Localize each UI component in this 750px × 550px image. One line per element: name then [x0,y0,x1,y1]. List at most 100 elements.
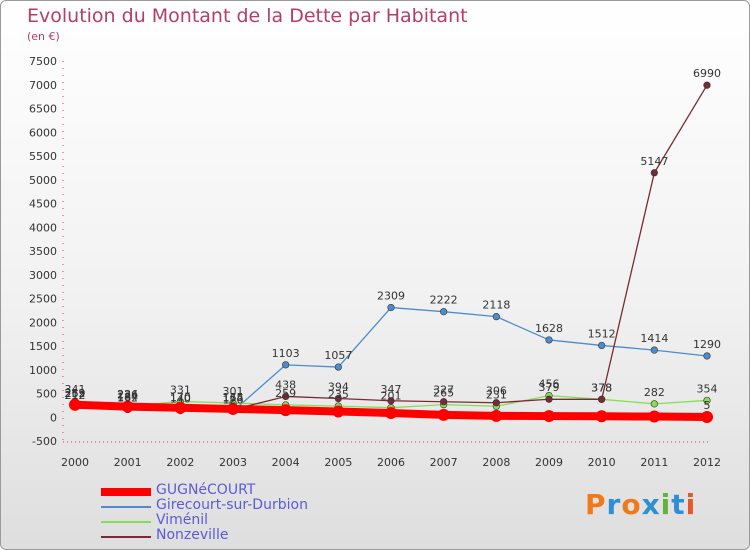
data-label: 126 [223,393,244,406]
y-tick-label: -500 [32,435,57,448]
x-tick-label: 2011 [640,456,668,469]
x-tick-label: 2002 [166,456,194,469]
data-label: 379 [539,381,560,394]
data-label: 235 [328,388,349,401]
y-tick-label: 6500 [29,103,57,116]
data-point [650,400,658,408]
data-label: 378 [591,381,612,394]
data-label: 1103 [272,347,300,360]
data-point [703,352,711,360]
legend-swatch [101,488,151,496]
data-point [385,406,397,419]
data-label: 212 [65,389,86,402]
data-point [545,336,553,344]
legend-label: Girecourt-sur-Durbion [156,497,308,513]
data-point [440,398,448,406]
data-label: 140 [170,393,191,406]
data-label: 394 [328,381,349,394]
legend-label: GUGNéCOURT [156,482,256,498]
data-label: 236 [117,388,138,401]
x-tick-label: 2004 [272,456,300,469]
data-point [334,363,342,371]
x-tick-label: 2009 [535,456,563,469]
data-point [69,398,81,411]
y-tick-label: 4500 [29,198,57,211]
y-tick-label: 3500 [29,245,57,258]
chart-title: Evolution du Montant de la Dette par Hab… [27,5,468,27]
data-point [650,169,658,177]
data-label: 306 [486,385,507,398]
y-tick-label: 5000 [29,174,57,187]
y-tick-label: 4000 [29,221,57,234]
y-tick-label: 1000 [29,364,57,377]
y-tick-label: 5500 [29,150,57,163]
data-label: 231 [486,388,507,401]
data-point [334,394,342,403]
legend-swatch [101,521,151,523]
data-point [703,81,711,89]
x-tick-label: 2008 [482,456,510,469]
data-label: 1057 [324,349,352,362]
data-point [595,410,608,423]
data-point [440,308,448,316]
data-label: 282 [644,386,665,399]
y-tick-label: 2500 [29,293,57,306]
data-label: 6990 [693,67,721,80]
data-label: 1414 [640,332,668,345]
x-tick-label: 2010 [588,456,616,469]
data-label: 341 [65,383,86,396]
data-label: 2118 [482,299,510,312]
data-label: 327 [433,384,454,397]
legend-swatch [101,536,151,538]
data-label: 301 [223,385,244,398]
data-point [279,404,292,417]
data-label: 224 [117,389,138,402]
data-label: 1628 [535,322,563,335]
data-label: 164 [223,391,244,404]
x-tick-label: 2012 [693,456,721,469]
data-point [492,399,500,407]
data-label: 354 [697,382,718,395]
data-label: 1512 [588,327,616,340]
data-point [648,410,661,423]
data-point [437,408,450,421]
data-label: 331 [170,384,191,397]
legend-label: Nonzeville [156,527,229,543]
y-tick-label: 0 [50,411,57,424]
data-point [387,303,395,312]
data-point [227,402,239,415]
x-tick-label: 2005 [324,456,352,469]
data-point [282,392,290,401]
data-label: 175 [223,391,244,404]
data-label: 259 [65,387,86,400]
data-point [490,409,503,422]
data-point [332,405,345,418]
legend-swatch [101,506,151,508]
y-tick-label: 2000 [29,316,57,329]
data-label: 184 [117,391,138,404]
data-label: 259 [275,387,296,400]
data-label: 5 [704,399,711,412]
data-label: 1290 [693,338,721,351]
data-label: 438 [275,378,296,391]
y-tick-label: 1500 [29,340,57,353]
y-tick-label: 7500 [29,55,57,68]
data-point [598,341,606,350]
data-label: 170 [170,391,191,404]
data-point [387,397,395,405]
x-tick-label: 2001 [114,456,142,469]
data-label: 201 [381,390,402,403]
data-label: 262 [65,387,86,400]
series-line [74,84,708,411]
data-label: 265 [433,387,454,400]
data-label: 378 [591,381,612,394]
data-label: 2309 [377,290,405,303]
y-tick-label: 7000 [29,79,57,92]
y-tick-label: 6000 [29,126,57,139]
data-label: 162 [117,392,138,405]
data-point [492,313,500,321]
data-label: 347 [381,383,402,396]
x-tick-label: 2007 [430,456,458,469]
